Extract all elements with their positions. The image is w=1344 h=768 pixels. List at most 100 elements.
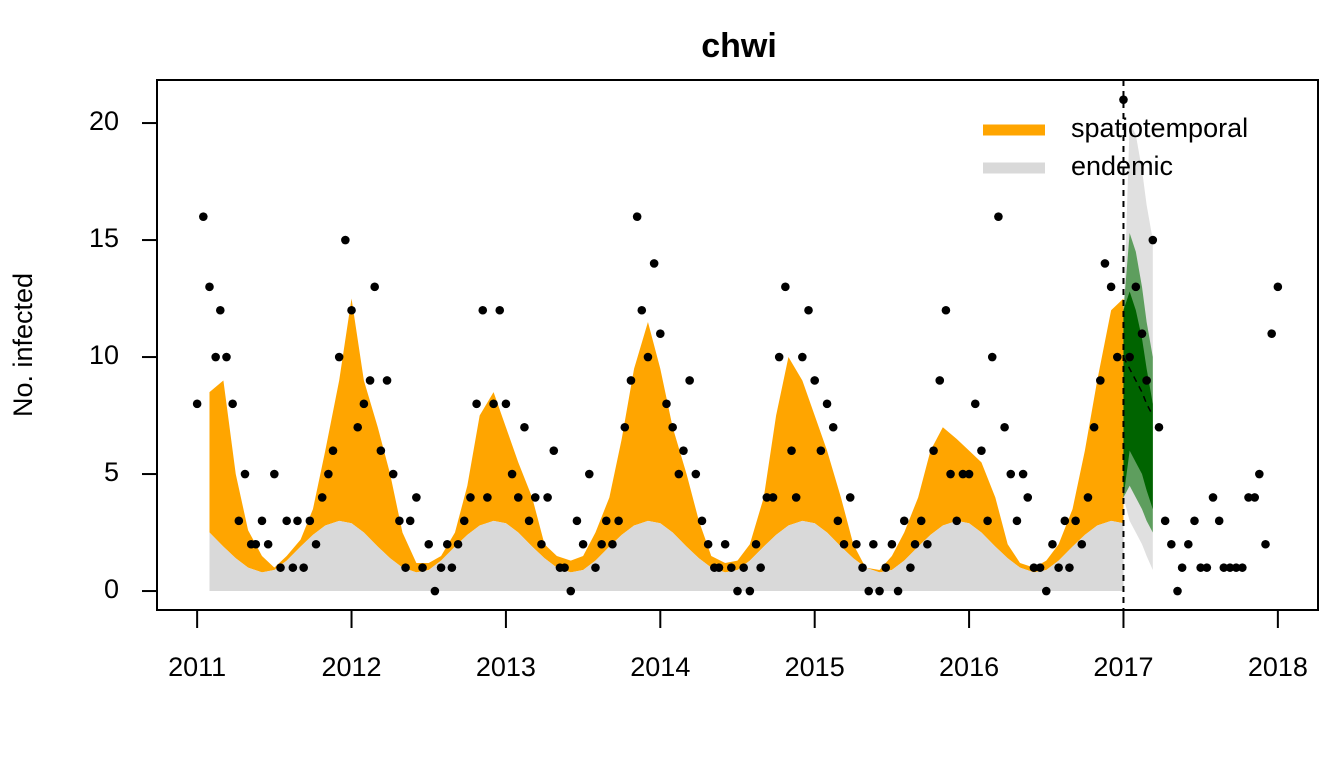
observed-point bbox=[192, 399, 202, 409]
observed-point bbox=[1184, 539, 1193, 549]
observed-point bbox=[1219, 563, 1229, 572]
observed-point bbox=[537, 539, 546, 549]
observed-point bbox=[483, 493, 492, 502]
observed-point bbox=[1196, 563, 1205, 572]
observed-point bbox=[1000, 422, 1009, 432]
observed-point bbox=[935, 376, 945, 385]
forecast-median bbox=[1122, 356, 1154, 416]
observed-point bbox=[507, 469, 517, 479]
observed-point bbox=[751, 539, 761, 549]
observed-point bbox=[418, 563, 427, 572]
observed-point bbox=[946, 469, 955, 479]
observed-point bbox=[703, 539, 713, 549]
observed-point bbox=[365, 376, 375, 385]
observed-point bbox=[578, 539, 588, 549]
observed-point bbox=[1250, 493, 1260, 502]
observed-point bbox=[1096, 376, 1105, 385]
observed-point bbox=[1065, 563, 1074, 572]
observed-point bbox=[869, 539, 878, 549]
observed-point bbox=[347, 305, 356, 315]
observed-point bbox=[1244, 493, 1253, 502]
observed-point bbox=[637, 305, 647, 315]
observed-point bbox=[1231, 563, 1241, 572]
observed-point bbox=[205, 282, 214, 292]
observed-point bbox=[781, 282, 790, 292]
observed-point bbox=[923, 539, 932, 549]
observed-point bbox=[875, 586, 884, 596]
observed-point bbox=[543, 493, 552, 502]
observed-point bbox=[852, 539, 861, 549]
x-tick-label: 2016 bbox=[939, 652, 999, 682]
observed-point bbox=[1142, 376, 1151, 385]
x-tick-label: 2012 bbox=[321, 652, 381, 682]
observed-point bbox=[1119, 95, 1128, 104]
observed-point bbox=[288, 563, 298, 572]
observed-point bbox=[566, 586, 576, 596]
observed-point bbox=[282, 516, 291, 526]
observed-point bbox=[1131, 282, 1141, 292]
observed-point bbox=[334, 352, 344, 362]
observed-point bbox=[353, 422, 363, 432]
area-1 bbox=[209, 298, 1124, 573]
observed-point bbox=[768, 493, 778, 502]
observed-point bbox=[1154, 422, 1164, 432]
observed-point bbox=[626, 376, 636, 385]
observed-point bbox=[685, 376, 694, 385]
observed-point bbox=[1112, 352, 1122, 362]
observed-point bbox=[839, 539, 849, 549]
observed-point bbox=[656, 329, 665, 338]
observed-point bbox=[424, 539, 434, 549]
observed-point bbox=[317, 493, 327, 502]
y-tick-label: 5 bbox=[104, 457, 119, 487]
observed-point bbox=[1012, 516, 1022, 526]
observed-point bbox=[359, 399, 369, 409]
observed-point bbox=[739, 563, 748, 572]
x-tick-label: 2017 bbox=[1093, 652, 1153, 682]
observed-point bbox=[987, 352, 997, 362]
observed-point bbox=[774, 352, 784, 362]
observed-point bbox=[442, 539, 452, 549]
observed-point bbox=[964, 469, 974, 479]
observed-point bbox=[833, 516, 843, 526]
observed-point bbox=[864, 586, 874, 596]
chart-title: chwi bbox=[701, 27, 777, 65]
observed-point bbox=[584, 469, 594, 479]
observed-point bbox=[845, 493, 855, 502]
observed-point bbox=[929, 446, 938, 455]
observed-point bbox=[720, 539, 730, 549]
observed-point bbox=[436, 563, 446, 572]
observed-point bbox=[1261, 539, 1270, 549]
observed-point bbox=[1106, 282, 1116, 292]
observed-point bbox=[395, 516, 404, 526]
observed-point bbox=[453, 539, 463, 549]
observed-point bbox=[215, 305, 225, 315]
observed-point bbox=[1029, 563, 1039, 572]
observed-point bbox=[649, 259, 659, 268]
observed-point bbox=[489, 399, 498, 409]
observed-point bbox=[305, 516, 315, 526]
area-0 bbox=[209, 520, 1124, 592]
observed-point bbox=[1048, 539, 1057, 549]
forecast-band bbox=[1123, 291, 1153, 510]
observed-point bbox=[530, 493, 540, 502]
observed-point bbox=[816, 446, 826, 455]
observed-point bbox=[881, 563, 891, 572]
observed-point bbox=[459, 516, 469, 526]
x-tick-label: 2015 bbox=[785, 652, 845, 682]
observed-point bbox=[222, 352, 231, 362]
observed-point bbox=[299, 563, 308, 572]
observed-point bbox=[714, 563, 724, 572]
observed-point bbox=[1208, 493, 1218, 502]
observed-point bbox=[1006, 469, 1016, 479]
observed-point bbox=[643, 352, 653, 362]
observed-point bbox=[549, 446, 559, 455]
observed-point bbox=[513, 493, 523, 502]
observed-point bbox=[941, 305, 951, 315]
observed-point bbox=[958, 469, 968, 479]
observed-point bbox=[412, 493, 421, 502]
observed-point bbox=[679, 446, 688, 455]
observed-point bbox=[1077, 539, 1087, 549]
legend-label: spatiotemporal bbox=[1071, 113, 1248, 143]
x-tick-label: 2014 bbox=[630, 652, 690, 682]
